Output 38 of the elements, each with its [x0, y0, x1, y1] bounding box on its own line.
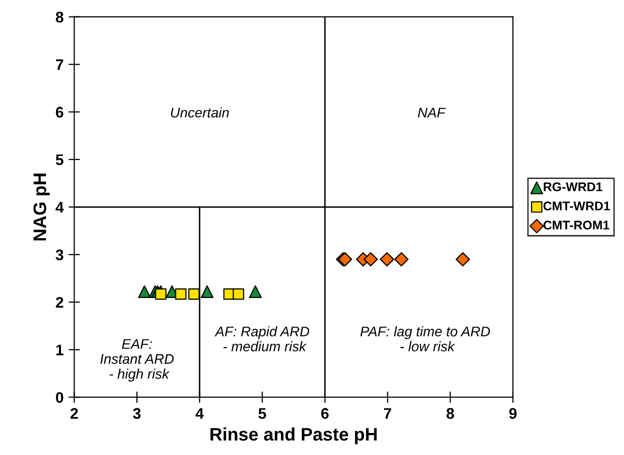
x-tick-label: 7: [384, 408, 392, 419]
point: [364, 252, 378, 266]
y-tick-label: 5: [56, 154, 64, 166]
x-tick-label: 9: [509, 408, 517, 419]
annotation: PAF: lag time to ARD - low risk: [360, 326, 490, 352]
point: [232, 288, 244, 300]
x-tick-label: 8: [446, 408, 454, 419]
y-tick-label: 1: [56, 344, 64, 356]
annotation: EAF: Instant ARD - high risk: [100, 339, 174, 382]
point: [380, 252, 394, 266]
point: [200, 285, 214, 298]
annotation: Uncertain: [171, 107, 229, 118]
y-axis-title: NAG pH: [33, 174, 50, 240]
legend-label: RG-WRD1: [544, 182, 602, 192]
y-tick-label: 2: [56, 296, 64, 308]
x-tick-label: 6: [321, 408, 329, 419]
y-tick-label: 3: [56, 249, 64, 260]
y-tick-label: 8: [56, 12, 64, 23]
legend-label: CMT-WRD1: [543, 202, 610, 210]
x-tick-label: 4: [196, 408, 204, 419]
y-tick-label: 4: [56, 202, 64, 213]
x-tick-label: 5: [258, 408, 266, 419]
point: [249, 285, 262, 298]
point: [456, 252, 470, 266]
point: [175, 288, 186, 300]
y-tick-label: 7: [56, 59, 64, 70]
x-axis-title: Rinse and Paste pH: [210, 427, 377, 444]
x-tick-label: 3: [133, 408, 141, 419]
y-tick-label: 0: [56, 392, 64, 403]
point: [155, 288, 166, 300]
y-tick-label: 6: [56, 106, 64, 118]
point: [188, 288, 200, 300]
point: [394, 252, 409, 266]
annotation: NAF: [418, 108, 446, 118]
annotation: AF: Rapid ARD - medium risk: [214, 326, 310, 352]
x-tick-label: 2: [70, 408, 78, 419]
legend-label: CMT-ROM1: [543, 220, 610, 230]
point: [138, 285, 151, 298]
